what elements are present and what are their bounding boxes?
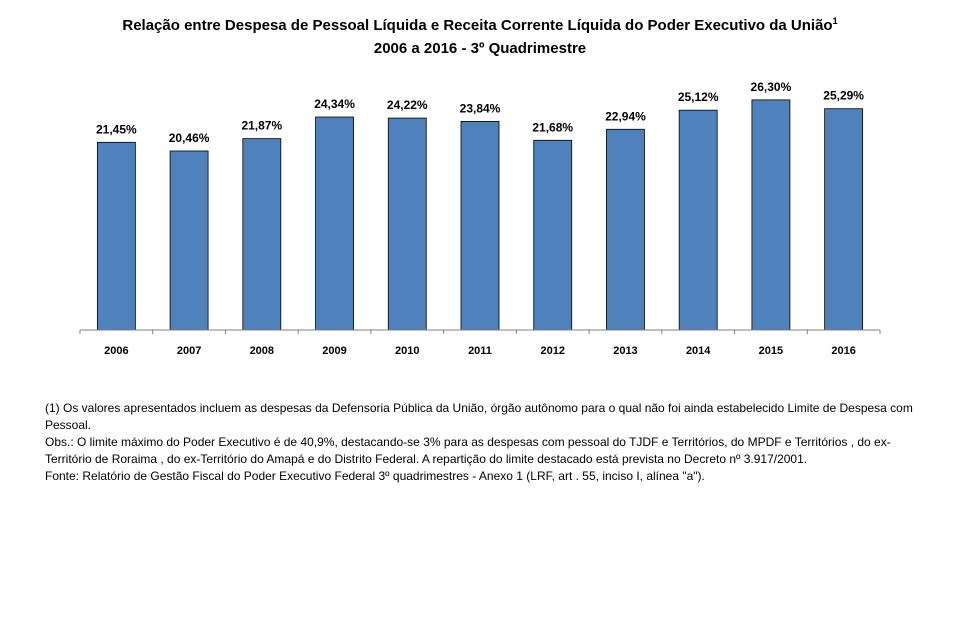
bar-chart: 21,45% 20,46% 21,87% 24,34% 24,22% 23,84% 21,6… (79, 80, 881, 357)
x-tick-label-2009: 2009 (322, 345, 346, 357)
data-label-2011: 23,84% (460, 101, 501, 115)
x-tick-label-2012: 2012 (540, 345, 564, 357)
x-tick-label-2016: 2016 (831, 345, 855, 357)
bar-2015 (751, 99, 791, 331)
bar-2016 (824, 108, 864, 331)
bar-2009 (315, 116, 354, 331)
footnotes: (1) Os valores apresentados incluem as d… (45, 400, 935, 485)
title-footnote-marker: 1 (832, 16, 838, 26)
source-note: Fonte: Relatório de Gestão Fiscal do Pod… (45, 469, 705, 483)
bar-2008 (242, 138, 282, 331)
data-label-2008: 21,87% (241, 119, 282, 133)
x-tick-label-2008: 2008 (250, 345, 274, 357)
data-label-2009: 24,34% (314, 97, 355, 111)
bar-2014 (678, 109, 718, 331)
data-label-2014: 25,12% (678, 90, 719, 104)
x-tick-label-2014: 2014 (686, 345, 711, 357)
data-label-2007: 20,46% (169, 131, 210, 145)
bar-2010 (387, 117, 427, 331)
x-tick-label-2011: 2011 (468, 345, 492, 357)
x-tick-label-2007: 2007 (177, 345, 201, 357)
x-tick-label-2010: 2010 (395, 345, 419, 357)
chart-subtitle: 2006 a 2016 - 3º Quadrimestre (373, 40, 587, 57)
bar-2013 (606, 128, 645, 331)
bar-2012 (533, 139, 573, 331)
data-label-2006: 21,45% (96, 122, 137, 136)
bar-2007 (169, 150, 209, 331)
x-tick-label-2013: 2013 (613, 345, 637, 357)
x-tick-label-2015: 2015 (759, 345, 783, 357)
observation-note: Obs.: O limite máximo do Poder Executivo… (45, 435, 891, 466)
bar-2011 (460, 121, 500, 331)
x-tick-label-2006: 2006 (104, 345, 128, 357)
data-label-2012: 21,68% (532, 120, 573, 134)
data-label-2010: 24,22% (387, 98, 428, 112)
chart-title: Relação entre Despesa de Pessoal Líquida… (122, 16, 838, 34)
data-label-2013: 22,94% (605, 109, 646, 123)
data-label-2016: 25,29% (823, 89, 864, 103)
footnote-1: (1) Os valores apresentados incluem as d… (45, 401, 913, 432)
data-label-2015: 26,30% (751, 80, 792, 94)
bar-2006 (96, 141, 136, 331)
